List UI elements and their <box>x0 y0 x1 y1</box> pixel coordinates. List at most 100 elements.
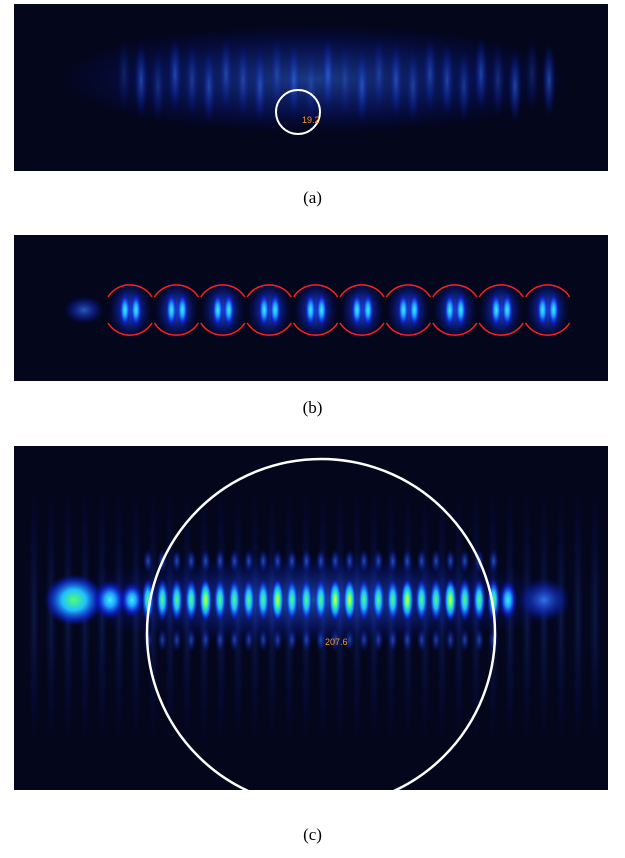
fringe-above <box>402 549 412 573</box>
fringe <box>508 48 522 124</box>
lobe-core <box>258 292 270 328</box>
caption: (c) <box>0 825 625 845</box>
lobe-core <box>537 292 549 328</box>
lobe-core <box>119 292 131 328</box>
lobe-core <box>305 292 317 328</box>
fringe-below <box>258 628 268 652</box>
fringe-below <box>186 628 196 652</box>
panel-b-image <box>14 235 608 381</box>
fringe-above <box>460 549 470 573</box>
fringe-above <box>330 549 340 573</box>
end-lobe <box>518 578 570 622</box>
fringe <box>304 48 318 124</box>
fringe-above <box>229 549 239 573</box>
fringe <box>300 578 313 622</box>
fringe-above <box>489 549 499 573</box>
fringe <box>151 48 165 124</box>
panel-c-image: 207.6 <box>14 446 608 790</box>
fringe-below <box>287 628 297 652</box>
fringe-below <box>229 628 239 652</box>
fringe-below <box>417 628 427 652</box>
fringe <box>329 578 342 622</box>
fringe-above <box>172 549 182 573</box>
measurement-label: 207.6 <box>325 637 348 647</box>
fringe <box>314 578 327 622</box>
fringe <box>474 36 488 112</box>
lobe-core <box>408 292 420 328</box>
fringe <box>444 578 457 622</box>
fringe <box>542 42 556 118</box>
fringe <box>321 36 335 112</box>
lobe-core <box>362 292 374 328</box>
fringe-below <box>244 628 254 652</box>
fringe <box>271 578 284 622</box>
fringe-above <box>388 549 398 573</box>
fringe-below <box>172 628 182 652</box>
fringe-above <box>417 549 427 573</box>
fringe-above <box>373 549 383 573</box>
fringe <box>343 578 356 622</box>
lobe-core <box>351 292 363 328</box>
fringe <box>134 42 148 118</box>
fringe <box>202 48 216 124</box>
fringe-above <box>316 549 326 573</box>
caption: (a) <box>0 188 625 208</box>
faint-fringe <box>28 476 40 756</box>
lobe-core <box>490 292 502 328</box>
fringe <box>406 48 420 124</box>
fringe-below <box>215 628 225 652</box>
end-lobe <box>120 582 144 618</box>
fringe <box>170 578 183 622</box>
fringe-above <box>359 549 369 573</box>
fringe-above <box>215 549 225 573</box>
fringe <box>287 42 301 118</box>
fringe-below <box>474 628 484 652</box>
fringe <box>270 36 284 112</box>
lobe-core <box>165 292 177 328</box>
fringe <box>491 42 505 118</box>
fringe <box>372 36 386 112</box>
fringe <box>236 42 250 118</box>
fringe <box>257 578 270 622</box>
fringe-below <box>460 628 470 652</box>
fringe <box>355 48 369 124</box>
faint-fringe <box>589 476 601 756</box>
fringe <box>199 578 212 622</box>
fringe <box>185 42 199 118</box>
fringe <box>440 42 454 118</box>
fringe-below <box>445 628 455 652</box>
fringe <box>253 48 267 124</box>
fringe <box>219 36 233 112</box>
fringe-above <box>301 549 311 573</box>
fringe <box>338 42 352 118</box>
lobe-core <box>269 292 281 328</box>
lobe-core <box>223 292 235 328</box>
end-lobe <box>499 580 517 620</box>
fringe-above <box>431 549 441 573</box>
fringe <box>423 36 437 112</box>
figure: 19.2 (a) (b) 207.6 (c) <box>0 0 625 858</box>
fringe-below <box>301 628 311 652</box>
fringe <box>242 578 255 622</box>
fringe <box>185 578 198 622</box>
lobe-core <box>130 292 142 328</box>
fringe <box>401 578 414 622</box>
fringe-above <box>445 549 455 573</box>
fringe-above <box>244 549 254 573</box>
caption: (b) <box>0 398 625 418</box>
fringe-above <box>258 549 268 573</box>
fringe-above <box>345 549 355 573</box>
fringe-above <box>186 549 196 573</box>
fringe <box>117 36 131 112</box>
fringe-below <box>157 628 167 652</box>
fringe-below <box>373 628 383 652</box>
lobe-core <box>316 292 328 328</box>
fringe-below <box>388 628 398 652</box>
lobe-core <box>548 292 560 328</box>
fringe <box>430 578 443 622</box>
lobe-core <box>397 292 409 328</box>
lobe-core <box>176 292 188 328</box>
fringe <box>168 36 182 112</box>
fringe-above <box>287 549 297 573</box>
fringe-below <box>431 628 441 652</box>
